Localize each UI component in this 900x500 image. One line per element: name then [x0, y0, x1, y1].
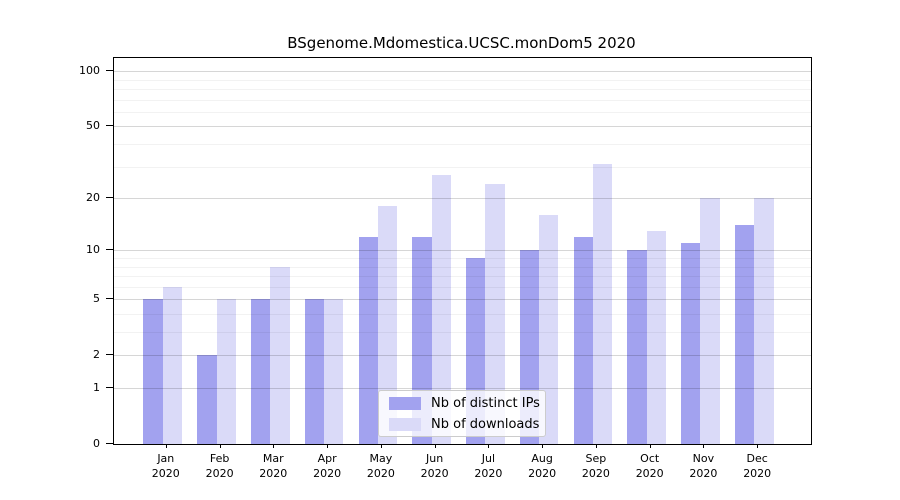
bar-distinct-ips — [573, 236, 593, 444]
bar-downloads — [270, 266, 290, 444]
x-tick-label: Feb 2020 — [205, 452, 234, 480]
y-tick-label: 0 — [93, 436, 100, 450]
x-tick-mark — [380, 444, 382, 448]
bar-distinct-ips — [197, 355, 217, 444]
minor-gridline — [114, 99, 811, 101]
minor-gridline — [114, 89, 811, 91]
minor-gridline — [114, 286, 811, 288]
bar-downloads — [646, 230, 667, 444]
bar-downloads — [216, 299, 236, 444]
legend-item-downloads: Nb of downloads — [389, 416, 540, 432]
x-tick-label: Sep 2020 — [581, 452, 610, 480]
y-tick-label: 20 — [86, 190, 100, 204]
bar-distinct-ips — [627, 250, 647, 444]
minor-gridline — [114, 79, 811, 81]
bar-downloads — [700, 198, 720, 444]
y-tick-mark — [106, 197, 113, 199]
x-tick-mark — [595, 444, 597, 448]
x-tick-label: Apr 2020 — [313, 452, 342, 480]
y-tick-mark — [106, 443, 113, 444]
bar-downloads — [162, 286, 183, 444]
minor-gridline — [114, 258, 811, 259]
x-tick-mark — [488, 444, 490, 448]
x-tick-mark — [327, 444, 329, 448]
plot-area — [113, 57, 812, 445]
y-tick-label: 100 — [79, 63, 100, 77]
bar-downloads — [324, 299, 344, 444]
x-tick-mark — [273, 444, 275, 448]
bar-distinct-ips — [681, 243, 701, 444]
chart-title: BSgenome.Mdomestica.UCSC.monDom5 2020 — [287, 34, 636, 52]
x-tick-mark — [757, 444, 759, 448]
legend-item-distinct-ips: Nb of distinct IPs — [389, 395, 540, 411]
bar-downloads — [754, 198, 774, 444]
y-tick-label: 50 — [86, 118, 100, 132]
x-tick-mark — [649, 444, 651, 448]
minor-gridline — [114, 166, 811, 168]
x-tick-label: May 2020 — [366, 452, 395, 480]
x-tick-label: Aug 2020 — [528, 452, 557, 480]
legend-label-distinct-ips: Nb of distinct IPs — [431, 395, 540, 411]
y-tick-mark — [106, 249, 113, 251]
legend-swatch-downloads — [389, 417, 421, 431]
minor-gridline — [114, 276, 811, 277]
bar-downloads — [539, 215, 559, 444]
y-tick-label: 5 — [93, 291, 100, 305]
x-tick-mark — [703, 444, 705, 448]
y-tick-mark — [106, 298, 113, 300]
major-gridline — [114, 388, 811, 389]
x-tick-mark — [434, 444, 436, 448]
y-tick-mark — [106, 354, 113, 356]
major-gridline — [114, 198, 811, 200]
y-tick-label: 2 — [93, 347, 100, 361]
bar-distinct-ips — [358, 236, 378, 444]
legend-label-downloads: Nb of downloads — [431, 416, 540, 432]
y-tick-label: 1 — [93, 380, 100, 394]
bar-distinct-ips — [304, 299, 325, 444]
x-tick-mark — [165, 444, 167, 448]
x-tick-mark — [219, 444, 221, 448]
minor-gridline — [114, 112, 811, 113]
x-tick-label: Dec 2020 — [743, 452, 772, 480]
x-tick-label: Jun 2020 — [420, 452, 449, 480]
major-gridline — [114, 299, 811, 301]
y-tick-mark — [106, 70, 113, 72]
x-tick-label: Mar 2020 — [259, 452, 288, 480]
major-gridline — [114, 250, 811, 252]
minor-gridline — [114, 314, 811, 315]
bar-downloads — [377, 206, 398, 444]
minor-gridline — [114, 266, 811, 268]
y-tick-label: 10 — [86, 242, 100, 256]
legend-swatch-distinct-ips — [389, 396, 421, 410]
bar-distinct-ips — [734, 225, 755, 444]
grid-layer — [114, 58, 811, 444]
x-tick-label: Jan 2020 — [151, 452, 180, 480]
x-tick-mark — [542, 444, 544, 448]
bar-downloads — [592, 164, 613, 444]
bar-distinct-ips — [250, 299, 271, 444]
minor-gridline — [114, 144, 811, 146]
major-gridline — [114, 71, 811, 73]
legend: Nb of distinct IPs Nb of downloads — [378, 390, 546, 437]
major-gridline — [114, 355, 811, 357]
bar-downloads — [431, 174, 451, 444]
minor-gridline — [114, 332, 811, 333]
y-tick-mark — [106, 387, 113, 388]
x-tick-label: Oct 2020 — [635, 452, 664, 480]
y-tick-mark — [106, 125, 113, 127]
major-gridline — [114, 126, 811, 128]
bar-distinct-ips — [143, 299, 163, 444]
bar-downloads — [485, 184, 505, 444]
x-tick-label: Jul 2020 — [474, 452, 503, 480]
x-tick-label: Nov 2020 — [689, 452, 718, 480]
